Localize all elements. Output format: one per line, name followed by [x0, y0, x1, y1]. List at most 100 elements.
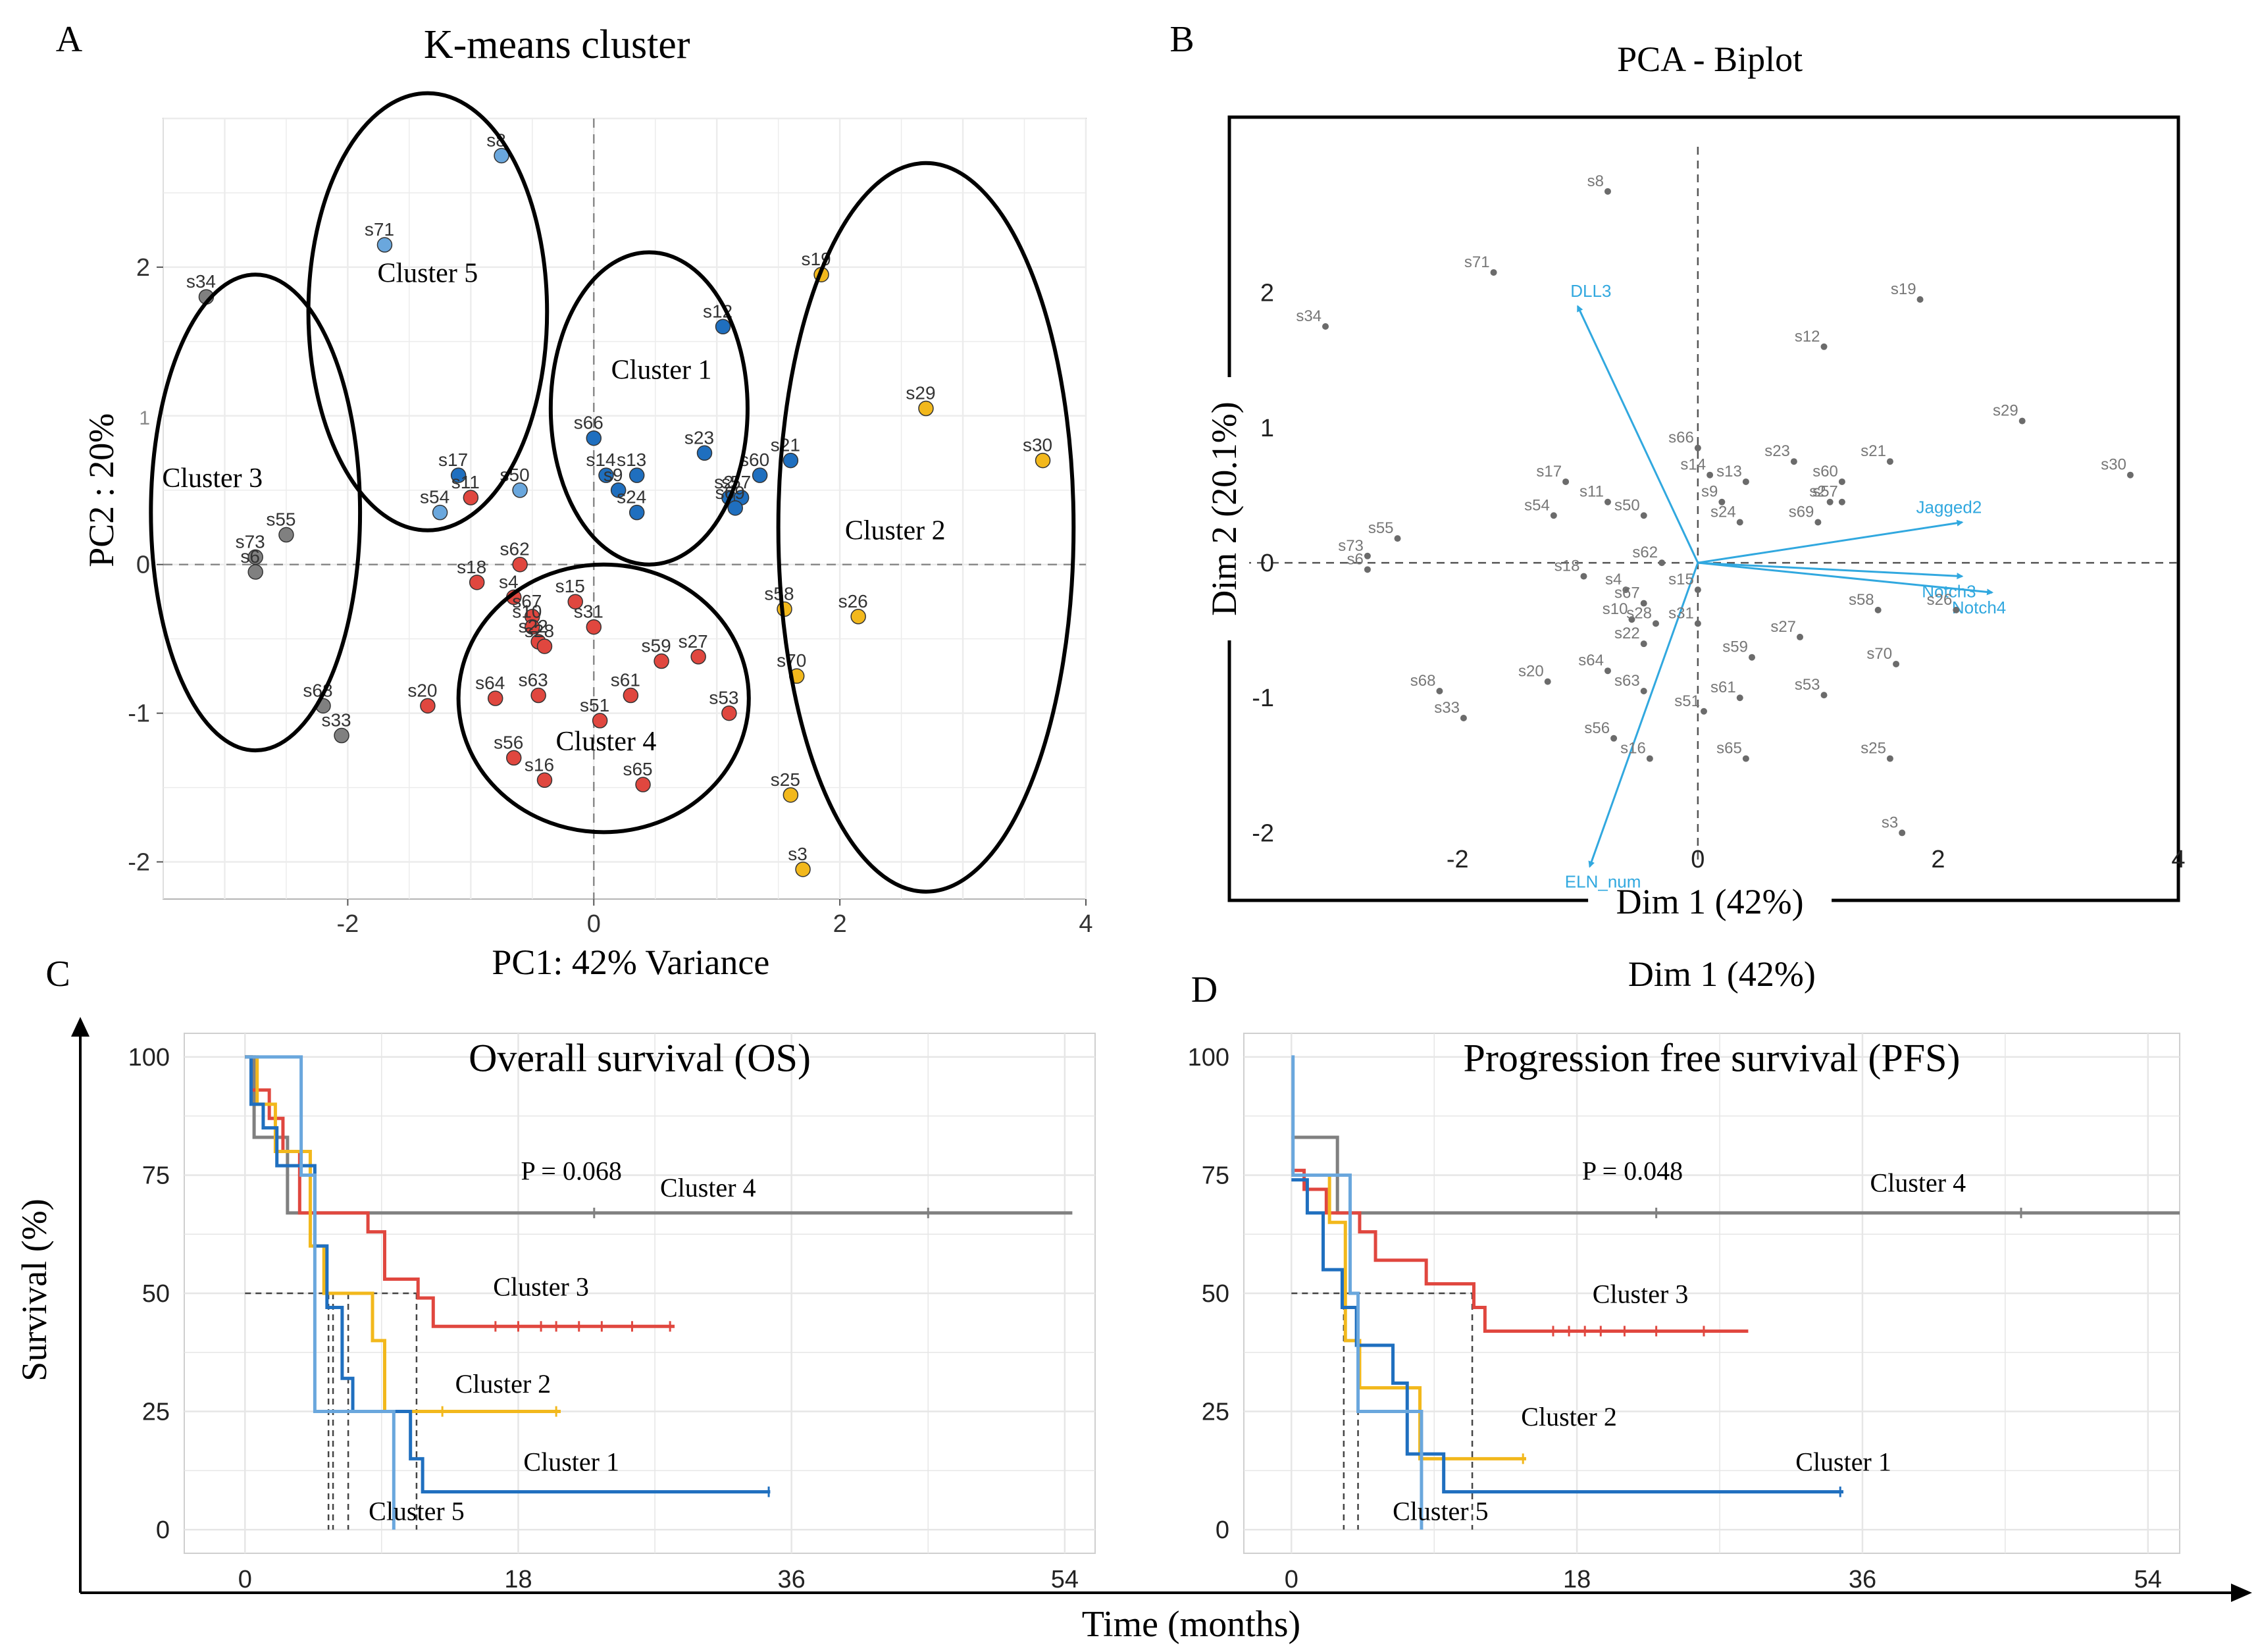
survival-x-tick: 54	[1051, 1566, 1079, 1593]
shared-axes: Survival (%) Time (months)	[14, 1017, 2252, 1645]
biplot-point	[1646, 755, 1653, 762]
survival-x-tick: 0	[1285, 1566, 1298, 1593]
biplot-point	[1886, 755, 1893, 762]
kmeans-point	[690, 649, 706, 665]
biplot-point	[1394, 535, 1401, 542]
biplot-point	[1886, 458, 1893, 465]
x-axis-arrowhead	[2231, 1584, 2252, 1602]
kmeans-point	[525, 619, 540, 635]
kmeans-point-label: s20	[407, 680, 437, 700]
biplot-point-label: s8	[1587, 172, 1604, 190]
biplot-point-label: s3	[1882, 813, 1898, 831]
survival-pvalue: P = 0.068	[521, 1156, 622, 1186]
biplot-point	[1640, 600, 1647, 607]
kmeans-point-label: s2	[714, 472, 734, 492]
kmeans-point-label: s23	[684, 427, 714, 448]
kmeans-point-label: s64	[475, 673, 505, 693]
kmeans-point	[536, 638, 553, 654]
survival-y-tick: 25	[1202, 1399, 1229, 1426]
biplot-point	[1718, 498, 1726, 505]
biplot-xlabel-bg	[1588, 874, 1832, 920]
biplot-point	[1736, 519, 1743, 526]
kmeans-point	[635, 777, 651, 792]
kmeans-point-label: s63	[519, 670, 548, 690]
panel-letter-b: B	[1169, 19, 1194, 60]
kmeans-point-label: s26	[838, 591, 868, 611]
biplot-point	[1364, 552, 1371, 559]
biplot-point	[1652, 620, 1659, 627]
y-tick-label: 0	[136, 552, 150, 579]
kmeans-point-label: s65	[623, 759, 652, 779]
biplot-point	[1490, 269, 1497, 276]
kmeans-point	[783, 452, 799, 469]
loading-arrow	[1576, 305, 1699, 563]
y-tick-label: 2	[136, 254, 150, 282]
biplot-point-label: s12	[1795, 328, 1820, 346]
kmeans-point-label: s11	[451, 472, 480, 492]
biplot-point	[1893, 660, 1900, 667]
biplot-point-label: s62	[1632, 544, 1658, 561]
kmeans-point	[567, 594, 583, 609]
survival-curve-label: Cluster 5	[369, 1497, 465, 1526]
kmeans-point-label: s27	[679, 631, 708, 652]
biplot-point-label: s55	[1368, 519, 1394, 537]
loading-arrow	[1588, 562, 1699, 868]
loading-arrow-label: Jagged2	[1916, 498, 1982, 517]
biplot-point	[1640, 512, 1647, 519]
biplot-y-label: Dim 2 (20.1%)	[1204, 401, 1244, 615]
survival-y-label: Survival (%)	[14, 1199, 54, 1381]
biplot-point-label: s58	[1849, 591, 1874, 609]
biplot-point	[1694, 586, 1701, 594]
biplot-point	[1580, 573, 1587, 580]
biplot-point-label: s13	[1716, 463, 1742, 480]
kmeans-point-label: s54	[420, 487, 449, 507]
kmeans-point	[494, 147, 509, 164]
cluster-ellipse	[456, 562, 751, 835]
biplot-point-label: s9	[1701, 483, 1718, 501]
biplot-point	[1742, 755, 1749, 762]
kmeans-point	[247, 564, 263, 580]
biplot-point-label: s23	[1764, 442, 1790, 460]
survival-curve-label: Cluster 2	[455, 1369, 552, 1399]
survival-curve	[245, 1055, 396, 1530]
survival-curve	[1291, 1055, 1424, 1530]
kmeans-point	[487, 690, 503, 706]
x-tick-label: 4	[1079, 910, 1092, 938]
x-tick-label: 0	[587, 910, 601, 938]
biplot-point-label: s18	[1554, 557, 1580, 575]
biplot-point-label: s16	[1620, 740, 1646, 758]
survival-curve-label: Cluster 5	[1393, 1497, 1489, 1526]
x-tick-label: -2	[337, 910, 359, 938]
kmeans-point	[696, 445, 713, 461]
kmeans-point	[752, 467, 768, 483]
biplot-point	[1838, 498, 1845, 505]
cluster-ellipse	[776, 161, 1076, 894]
biplot-point	[1436, 687, 1443, 694]
kmeans-point	[721, 705, 737, 721]
biplot-point-label: s33	[1434, 699, 1460, 717]
survival-curve	[245, 1055, 771, 1494]
biplot-title: PCA - Biplot	[1617, 39, 1803, 79]
kmeans-point-label: s51	[580, 695, 609, 715]
kmeans-point-label: s3	[788, 844, 808, 864]
loading-arrow	[1697, 561, 1994, 596]
biplot-point	[1701, 708, 1707, 715]
kmeans-point-label: s66	[574, 413, 603, 433]
biplot-point	[1610, 735, 1618, 742]
biplot-point	[1544, 678, 1551, 685]
survival-y-tick: 25	[142, 1399, 170, 1426]
kmeans-point-label: s13	[617, 450, 646, 470]
kmeans-y-label: PC2 : 20%	[82, 413, 121, 567]
biplot-x-label: Dim 1 (42%)	[1616, 882, 1804, 921]
survival-y-tick: 0	[156, 1516, 170, 1544]
biplot-point-label: s2	[1809, 483, 1826, 501]
biplot-point-label: s64	[1578, 652, 1604, 669]
biplot-point	[1797, 633, 1804, 640]
kmeans-point	[530, 687, 546, 704]
biplot-point-label: s15	[1668, 571, 1694, 588]
biplot-point	[1814, 519, 1822, 526]
kmeans-point-label: s67	[512, 591, 542, 611]
biplot-x-tick: 4	[2171, 846, 2185, 873]
kmeans-point-label: s16	[525, 754, 554, 775]
